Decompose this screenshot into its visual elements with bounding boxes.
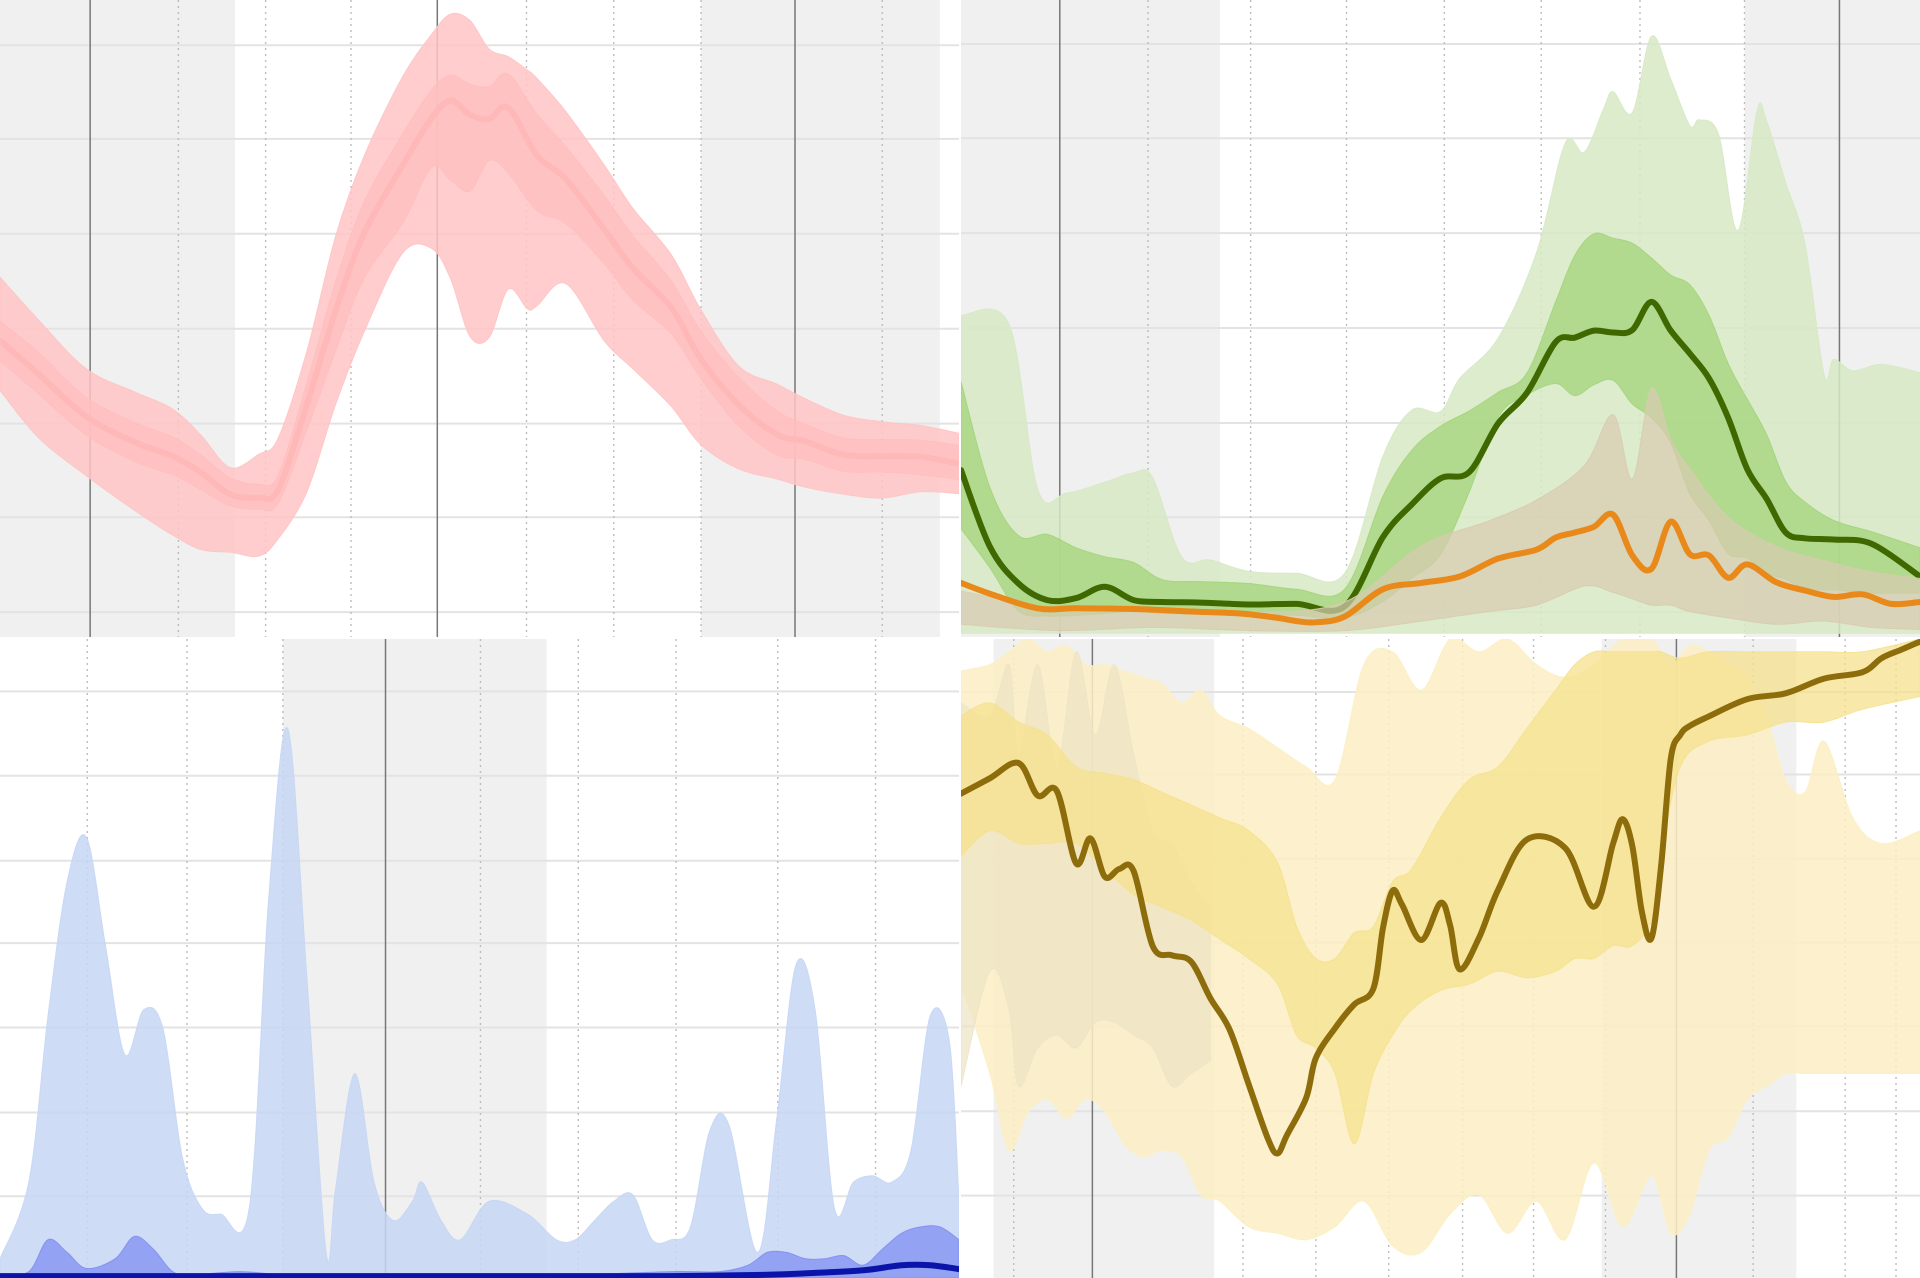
series-line-mean-2	[961, 510, 1920, 626]
series-band-outer-band	[0, 12, 959, 558]
temperature-chart	[0, 0, 959, 637]
series-band-inner-band	[961, 639, 1920, 1145]
series-line-mean	[0, 1261, 959, 1278]
night-shading	[282, 639, 547, 1278]
humidity-chart	[961, 0, 1920, 637]
cloud-cover-chart	[961, 639, 1920, 1278]
precipitation-chart	[0, 639, 959, 1278]
series-line-mean	[961, 298, 1920, 614]
humidity-chart-panel	[961, 0, 1920, 637]
series-band-outer-band	[0, 726, 959, 1278]
night-shading	[701, 0, 940, 637]
vertical-divider	[959, 0, 961, 1278]
cloud-cover-chart-panel	[961, 639, 1920, 1278]
precipitation-chart-panel	[0, 639, 959, 1278]
series-line-mean	[961, 639, 1920, 1157]
horizontal-divider	[0, 637, 1920, 639]
temperature-chart-panel	[0, 0, 959, 637]
series-band-outer-band-2	[961, 387, 1920, 632]
